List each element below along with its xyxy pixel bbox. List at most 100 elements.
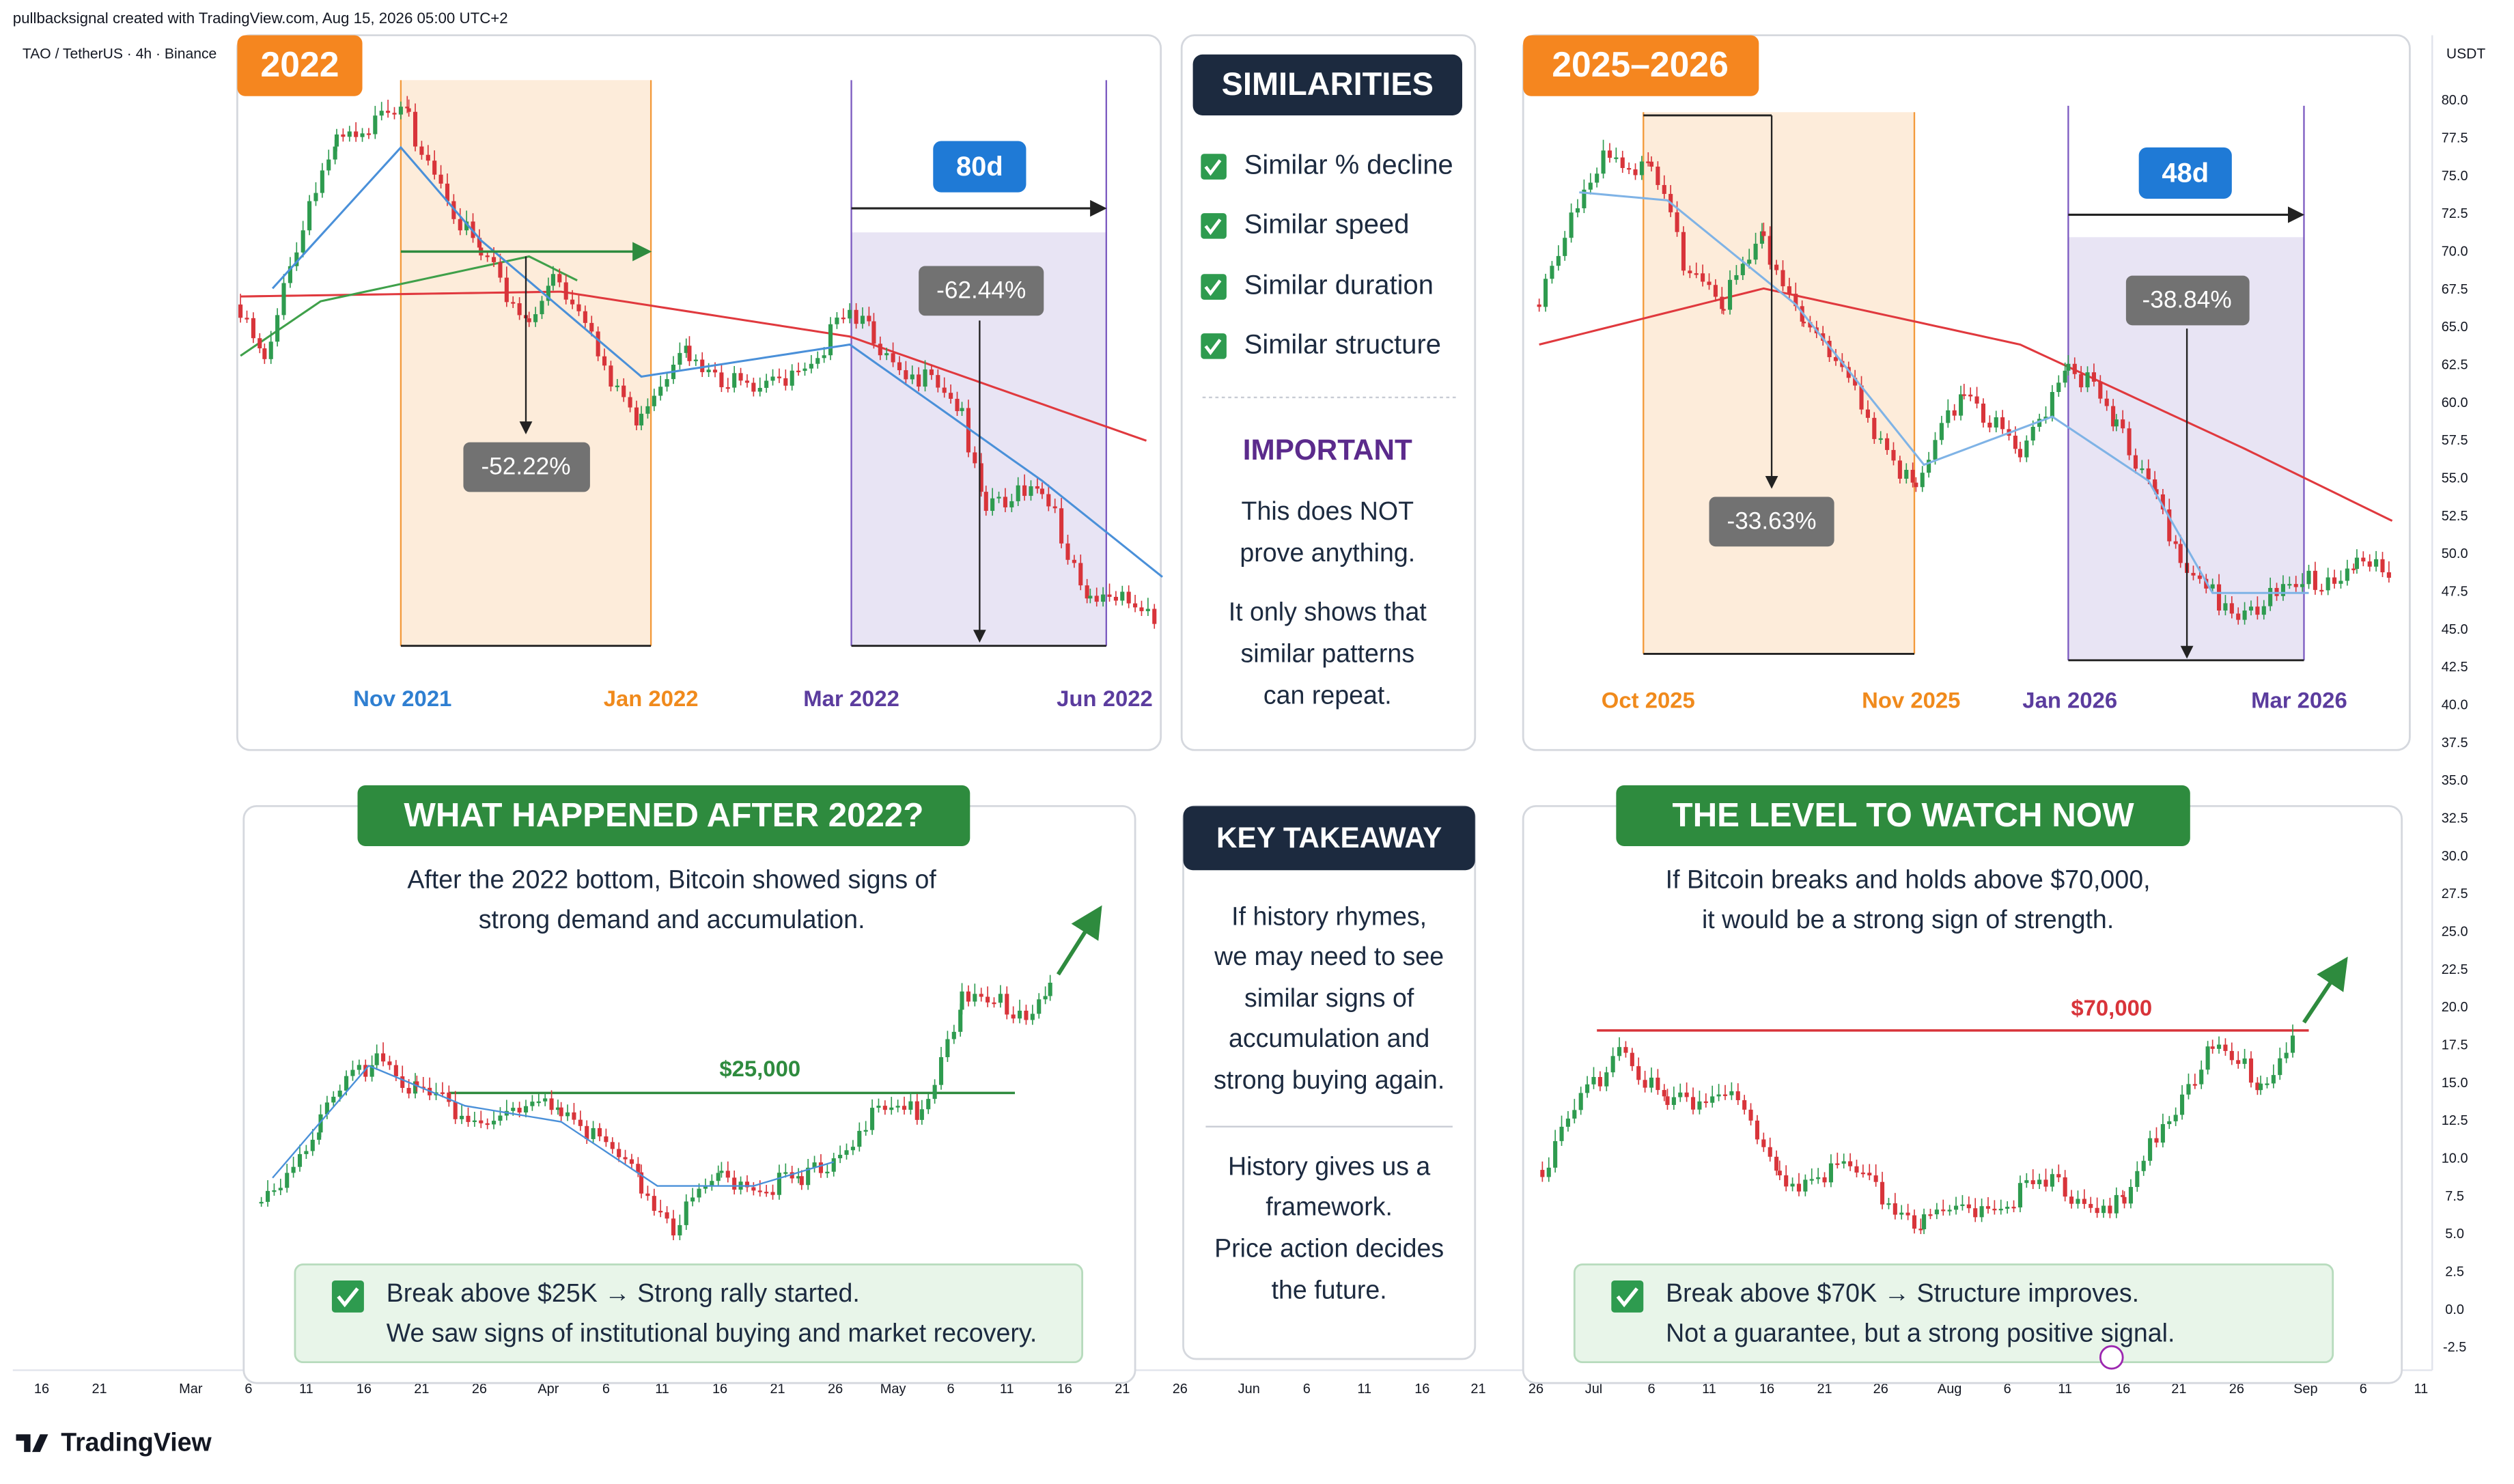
candle-body bbox=[936, 375, 940, 388]
candle-body bbox=[2210, 1046, 2215, 1049]
candle-body bbox=[1563, 238, 1567, 256]
candle-body bbox=[2114, 1194, 2119, 1214]
candle-body bbox=[1614, 157, 1619, 159]
candle-body bbox=[1761, 1139, 1766, 1147]
candle-body bbox=[440, 1092, 445, 1094]
candle-body bbox=[757, 387, 762, 392]
time-tick-label: 21 bbox=[2171, 1382, 2186, 1397]
drop-label: -38.84% bbox=[2142, 286, 2232, 313]
time-tick-label: 6 bbox=[1303, 1382, 1311, 1397]
candle-body bbox=[257, 338, 262, 349]
candle-body bbox=[464, 221, 469, 231]
candle-body bbox=[639, 413, 644, 425]
candle-body bbox=[2178, 544, 2183, 563]
candle-body bbox=[645, 406, 650, 414]
candle-body bbox=[1575, 208, 1580, 213]
candle-body bbox=[1960, 1204, 1965, 1206]
candle-body bbox=[2000, 417, 2005, 430]
candle-body bbox=[902, 1106, 907, 1110]
candle-body bbox=[917, 374, 921, 387]
candle-body bbox=[992, 1002, 996, 1005]
title-badge bbox=[1616, 785, 2190, 847]
candle-body bbox=[387, 1061, 392, 1065]
candle-body bbox=[2345, 568, 2349, 581]
candle-body bbox=[347, 131, 352, 137]
price-tick-label: 2.5 bbox=[2445, 1264, 2464, 1279]
candle-body bbox=[841, 318, 846, 320]
candle-body bbox=[615, 385, 619, 387]
candle-body bbox=[652, 395, 656, 406]
candle-body bbox=[1595, 173, 1600, 183]
candle-body bbox=[979, 463, 983, 492]
candle-body bbox=[2069, 1196, 2074, 1204]
candle-body bbox=[2167, 1121, 2172, 1125]
candle-body bbox=[310, 1139, 315, 1151]
price-tick-label: 50.0 bbox=[2442, 546, 2468, 561]
candle-body bbox=[1768, 1147, 1772, 1157]
candle-body bbox=[796, 1176, 801, 1179]
candle-body bbox=[1646, 161, 1651, 163]
time-tick-label: 6 bbox=[947, 1382, 955, 1397]
candle-body bbox=[2013, 435, 2017, 449]
candle-body bbox=[621, 385, 626, 397]
item: Similar speed bbox=[1244, 209, 1410, 239]
candle-body bbox=[1784, 1175, 1789, 1187]
candle-body bbox=[2255, 606, 2260, 615]
candle-body bbox=[2141, 1160, 2146, 1171]
candle-body bbox=[415, 1081, 419, 1087]
candle-body bbox=[790, 1172, 794, 1179]
candle-body bbox=[1787, 286, 1791, 294]
drop-badge bbox=[1709, 496, 1834, 547]
up-arrow bbox=[1056, 905, 1102, 976]
orange-zone bbox=[1643, 112, 1915, 654]
candle-body bbox=[320, 170, 324, 193]
candle-body bbox=[2268, 587, 2273, 606]
candle-body bbox=[2153, 479, 2157, 490]
candle-body bbox=[986, 996, 990, 1003]
candle-body bbox=[379, 111, 384, 116]
candle-body bbox=[1835, 1163, 1840, 1165]
candle-body bbox=[1920, 473, 1925, 488]
check bbox=[1204, 279, 1222, 296]
candle-body bbox=[1072, 559, 1076, 563]
body-text: framework. bbox=[1266, 1192, 1393, 1220]
candle-body bbox=[2066, 363, 2071, 371]
candle-body bbox=[690, 1197, 695, 1202]
candle-body bbox=[472, 1120, 477, 1122]
candle-body bbox=[1684, 1092, 1689, 1097]
candle-body bbox=[1713, 285, 1718, 297]
candle-body bbox=[2223, 1044, 2228, 1051]
candle-body bbox=[1710, 1096, 1715, 1103]
candle-body bbox=[658, 1210, 663, 1213]
candle-body bbox=[1565, 1118, 1570, 1127]
candle-body bbox=[1827, 340, 1832, 357]
candle-body bbox=[1952, 410, 1957, 416]
candle-body bbox=[2154, 1138, 2159, 1143]
candle-body bbox=[2076, 1199, 2080, 1204]
candle-body bbox=[1113, 596, 1118, 601]
candle-body bbox=[1899, 1212, 1904, 1215]
candle-body bbox=[297, 1153, 303, 1167]
candle-body bbox=[732, 1177, 737, 1190]
candle-body bbox=[1735, 1091, 1740, 1100]
candle-body bbox=[2111, 406, 2116, 427]
candle-body bbox=[1793, 294, 1798, 307]
price-tick-label: 70.0 bbox=[2442, 244, 2468, 259]
candle-body bbox=[1636, 1066, 1641, 1080]
price-tick-label: 40.0 bbox=[2442, 697, 2468, 712]
candle-body bbox=[1933, 440, 1938, 460]
date-label: Nov 2025 bbox=[1862, 688, 1960, 713]
flash-icon[interactable] bbox=[2099, 1345, 2124, 1370]
candle-body bbox=[419, 146, 424, 155]
candle-body bbox=[2191, 572, 2196, 576]
candle-body bbox=[460, 1115, 464, 1119]
candle-body bbox=[278, 1188, 283, 1190]
candle-body bbox=[860, 316, 865, 324]
candle-body bbox=[1620, 157, 1625, 169]
candle-body bbox=[504, 277, 509, 303]
duration: 48d bbox=[2162, 158, 2209, 188]
time-tick-label: Sep bbox=[2293, 1382, 2317, 1397]
candle-body bbox=[973, 994, 977, 1002]
price-tick-label: 67.5 bbox=[2442, 282, 2468, 297]
candle-body bbox=[2374, 559, 2379, 567]
